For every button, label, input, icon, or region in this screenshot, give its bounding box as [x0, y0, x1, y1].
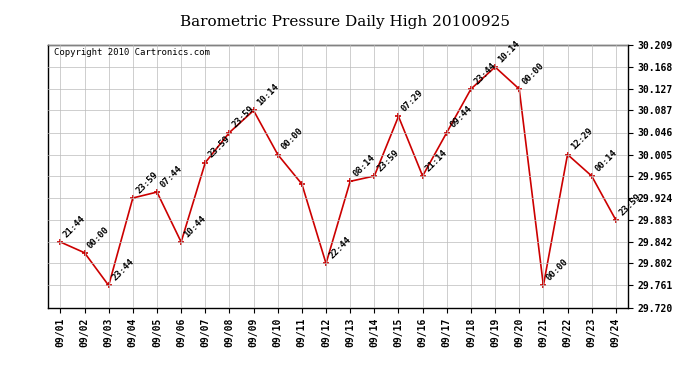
Text: 23:59: 23:59	[207, 134, 232, 160]
Text: 21:14: 21:14	[424, 148, 449, 173]
Text: 07:44: 07:44	[159, 164, 184, 189]
Text: 00:00: 00:00	[545, 257, 570, 283]
Text: 10:14: 10:14	[255, 82, 280, 108]
Text: Barometric Pressure Daily High 20100925: Barometric Pressure Daily High 20100925	[180, 15, 510, 29]
Text: 00:00: 00:00	[279, 126, 304, 152]
Text: 23:44: 23:44	[473, 61, 497, 86]
Text: 12:29: 12:29	[569, 126, 594, 152]
Text: 00:00: 00:00	[86, 225, 111, 250]
Text: 00:00: 00:00	[521, 61, 546, 86]
Text: 23:59: 23:59	[135, 170, 159, 195]
Text: 10:44: 10:44	[183, 214, 208, 239]
Text: 07:29: 07:29	[400, 88, 425, 114]
Text: 08:14: 08:14	[352, 153, 377, 178]
Text: 23:59: 23:59	[618, 192, 642, 217]
Text: 23:44: 23:44	[110, 257, 135, 283]
Text: 09:44: 09:44	[448, 104, 473, 130]
Text: 10:14: 10:14	[497, 39, 522, 64]
Text: 23:59: 23:59	[376, 148, 401, 173]
Text: Copyright 2010 Cartronics.com: Copyright 2010 Cartronics.com	[54, 48, 210, 57]
Text: 23:59: 23:59	[231, 104, 256, 130]
Text: 21:44: 21:44	[62, 214, 87, 239]
Text: 00:14: 00:14	[593, 148, 618, 173]
Text: 22:44: 22:44	[328, 236, 353, 261]
